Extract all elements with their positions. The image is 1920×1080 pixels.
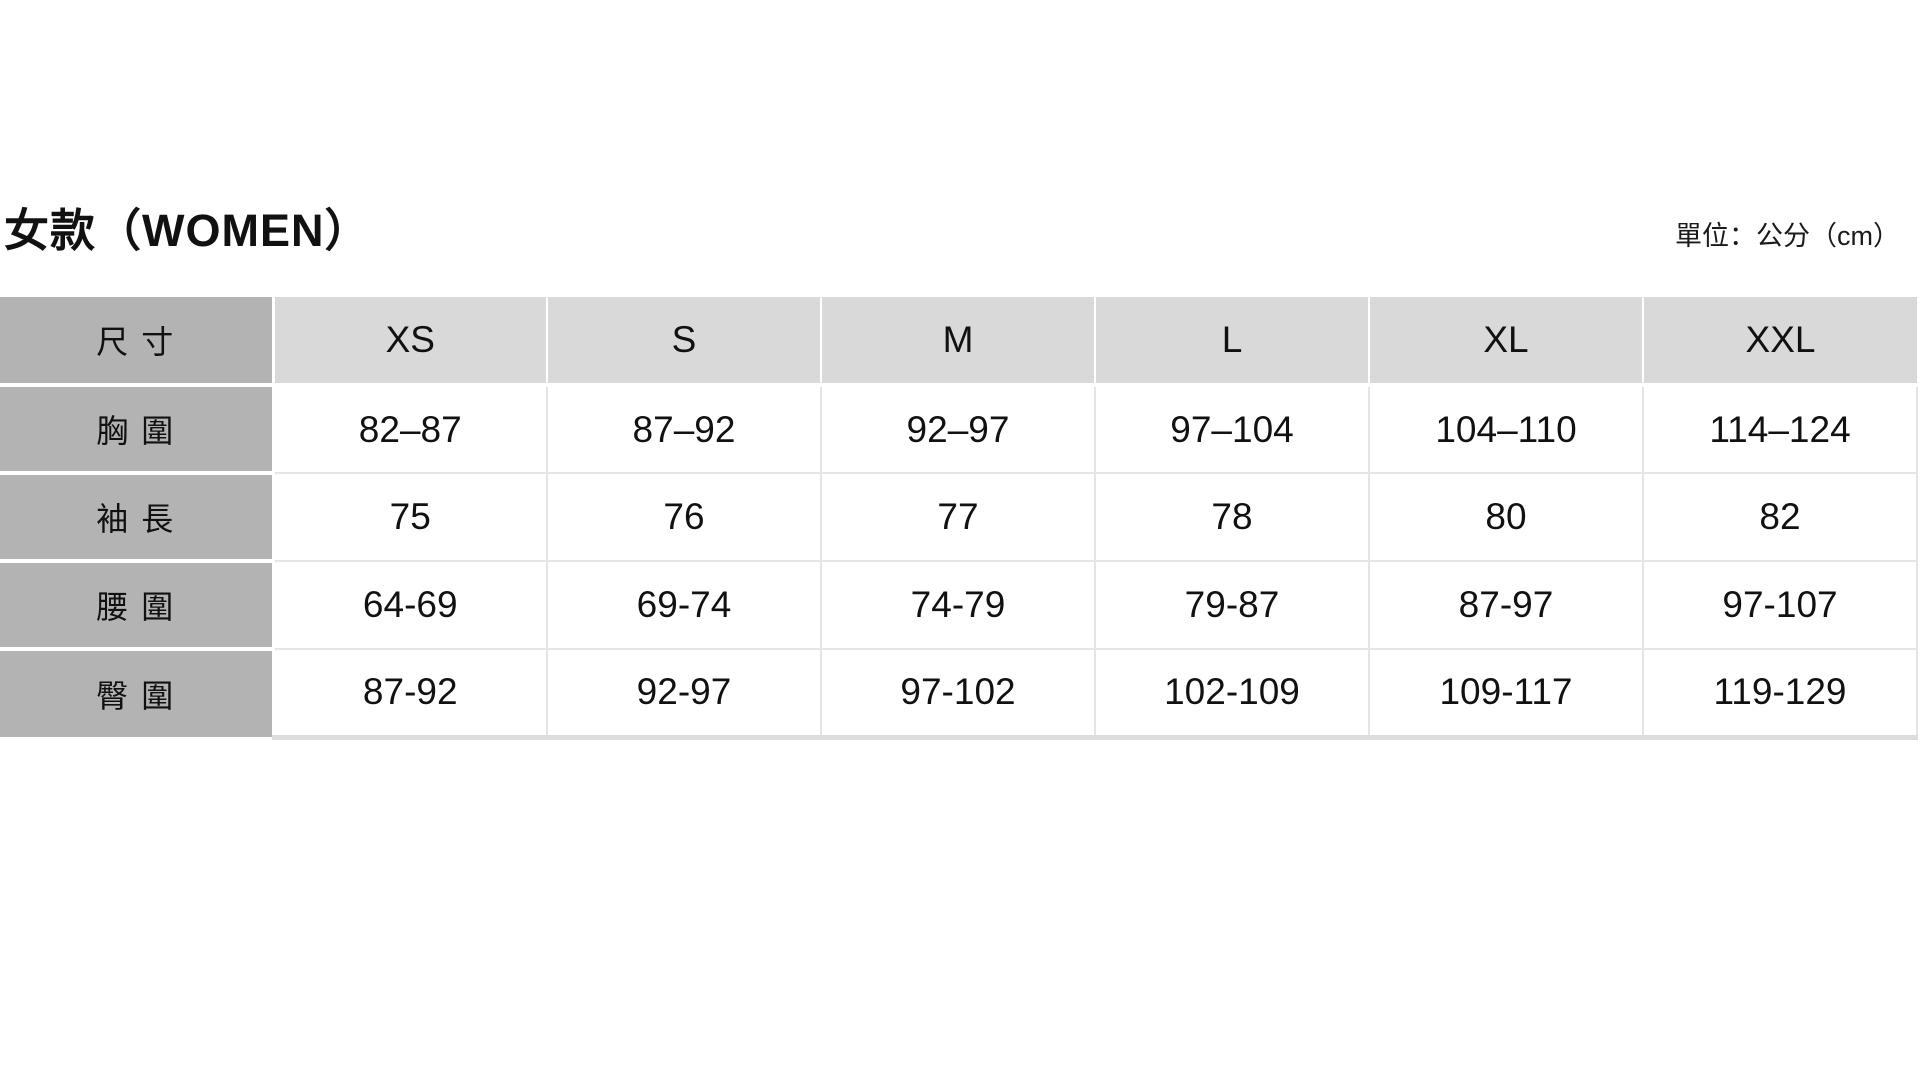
value-cell: 69-74 [546,561,821,650]
row-label-chest: 胸 圍 [0,385,275,475]
value-cell: 79-87 [1094,561,1369,650]
size-chart-table: 尺 寸 XS S M L XL XXL 胸 圍 82–87 87–92 92–9… [0,297,1918,740]
value-cell: 77 [820,473,1095,562]
table-row-hip: 臀 圍 87-92 92-97 97-102 102-109 109-117 1… [0,649,1918,740]
row-label-waist: 腰 圍 [0,561,275,651]
value-cell: 97–104 [1094,385,1369,474]
table-row-chest: 胸 圍 82–87 87–92 92–97 97–104 104–110 114… [0,385,1918,475]
table-header-row: 尺 寸 XS S M L XL XXL [0,297,1917,387]
size-column-header-s: S [546,297,821,387]
value-cell: 74-79 [820,561,1095,650]
value-cell: 82 [1642,473,1918,562]
corner-header-cell: 尺 寸 [0,297,275,387]
value-cell: 92-97 [546,649,821,740]
value-cell: 78 [1094,473,1369,562]
value-cell: 87-92 [272,649,547,740]
value-cell: 109-117 [1368,649,1643,740]
size-column-header-xl: XL [1368,297,1643,387]
unit-note: 單位：公分（cm） [1675,221,1900,251]
size-column-header-xxl: XXL [1642,297,1917,387]
table-row-sleeve: 袖 長 75 76 77 78 80 82 [0,473,1918,563]
size-column-header-l: L [1094,297,1369,387]
size-column-header-xs: XS [272,297,547,387]
page-title: 女款（WOMEN） [4,205,371,256]
value-cell: 102-109 [1094,649,1369,740]
value-cell: 114–124 [1642,385,1918,474]
value-cell: 92–97 [820,385,1095,474]
value-cell: 104–110 [1368,385,1643,474]
table-row-waist: 腰 圍 64-69 69-74 74-79 79-87 87-97 97-107 [0,561,1918,651]
value-cell: 87-97 [1368,561,1643,650]
size-column-header-m: M [820,297,1095,387]
value-cell: 119-129 [1642,649,1918,740]
value-cell: 76 [546,473,821,562]
value-cell: 64-69 [272,561,547,650]
value-cell: 87–92 [546,385,821,474]
row-label-sleeve: 袖 長 [0,473,275,563]
row-label-hip: 臀 圍 [0,649,275,737]
value-cell: 75 [272,473,547,562]
value-cell: 97-102 [820,649,1095,740]
section-header: 女款（WOMEN） 單位：公分（cm） [0,196,1920,253]
value-cell: 97-107 [1642,561,1918,650]
value-cell: 80 [1368,473,1643,562]
value-cell: 82–87 [272,385,547,474]
